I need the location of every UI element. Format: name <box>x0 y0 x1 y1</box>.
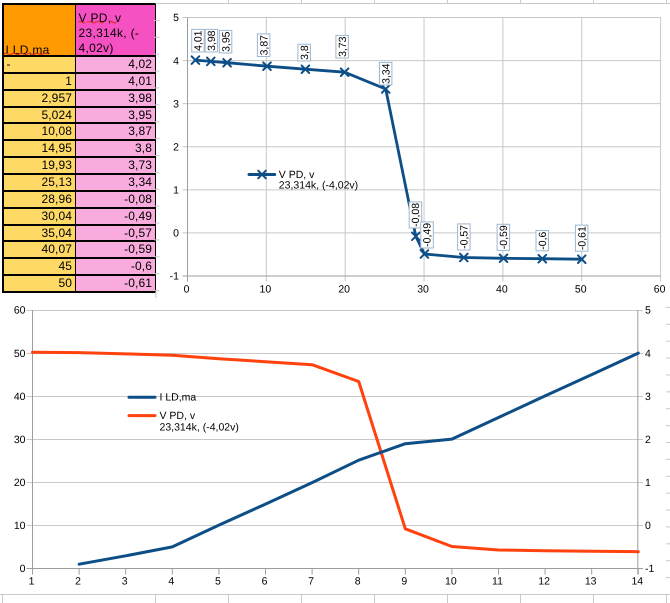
svg-text:12: 12 <box>538 576 550 588</box>
svg-text:5: 5 <box>215 576 221 588</box>
svg-text:9: 9 <box>401 576 407 588</box>
svg-text:4: 4 <box>168 576 174 588</box>
svg-text:11: 11 <box>492 576 503 588</box>
svg-text:50: 50 <box>14 348 26 360</box>
svg-text:-0,08: -0,08 <box>410 203 422 227</box>
svg-text:1: 1 <box>29 576 35 588</box>
svg-text:3,8: 3,8 <box>299 45 311 60</box>
svg-text:-0,57: -0,57 <box>459 225 471 249</box>
svg-text:V PD, v: V PD, v <box>160 410 196 422</box>
svg-text:10: 10 <box>14 520 26 532</box>
svg-text:4,01: 4,01 <box>193 30 205 51</box>
svg-text:5: 5 <box>173 12 179 24</box>
svg-text:23,314k, (-4,02v): 23,314k, (-4,02v) <box>279 180 358 192</box>
svg-text:50: 50 <box>575 284 587 296</box>
svg-text:0: 0 <box>173 228 179 240</box>
svg-text:3: 3 <box>645 391 651 403</box>
svg-text:1: 1 <box>645 477 651 489</box>
svg-text:60: 60 <box>14 305 26 317</box>
svg-text:3,34: 3,34 <box>380 63 392 84</box>
svg-text:20: 20 <box>14 477 26 489</box>
svg-text:-0,49: -0,49 <box>422 223 434 247</box>
svg-text:0: 0 <box>645 520 651 532</box>
svg-text:3,95: 3,95 <box>220 31 232 52</box>
svg-text:40: 40 <box>14 391 26 403</box>
svg-text:-1: -1 <box>170 271 179 283</box>
svg-text:14: 14 <box>631 576 643 588</box>
svg-text:3,73: 3,73 <box>337 36 349 57</box>
svg-text:2: 2 <box>645 434 651 446</box>
svg-text:1: 1 <box>173 185 179 197</box>
svg-text:2: 2 <box>173 141 179 153</box>
svg-text:5: 5 <box>645 305 651 317</box>
svg-text:4: 4 <box>645 348 651 360</box>
svg-text:60: 60 <box>654 284 666 296</box>
svg-text:3: 3 <box>173 98 179 110</box>
svg-text:3,98: 3,98 <box>206 30 218 51</box>
svg-text:10: 10 <box>260 284 272 296</box>
svg-text:30: 30 <box>14 434 26 446</box>
svg-text:23,314k, (-4,02v): 23,314k, (-4,02v) <box>160 421 239 433</box>
svg-text:20: 20 <box>338 284 350 296</box>
svg-text:3: 3 <box>122 576 128 588</box>
svg-text:10: 10 <box>445 576 457 588</box>
svg-text:13: 13 <box>585 576 597 588</box>
svg-text:-1: -1 <box>645 563 654 575</box>
svg-text:V PD, v: V PD, v <box>279 169 315 181</box>
svg-text:2: 2 <box>75 576 81 588</box>
svg-text:0: 0 <box>184 284 190 296</box>
svg-text:30: 30 <box>417 284 429 296</box>
svg-text:40: 40 <box>496 284 508 296</box>
svg-text:-0,59: -0,59 <box>498 225 510 249</box>
svg-text:-0,6: -0,6 <box>537 231 549 249</box>
svg-text:-0,61: -0,61 <box>576 226 588 250</box>
svg-text:0: 0 <box>20 563 26 575</box>
svg-text:6: 6 <box>262 576 268 588</box>
svg-text:I LD,ma: I LD,ma <box>160 391 197 403</box>
svg-text:4: 4 <box>173 55 179 67</box>
svg-text:8: 8 <box>355 576 361 588</box>
svg-text:3,87: 3,87 <box>258 35 270 56</box>
svg-text:7: 7 <box>308 576 314 588</box>
